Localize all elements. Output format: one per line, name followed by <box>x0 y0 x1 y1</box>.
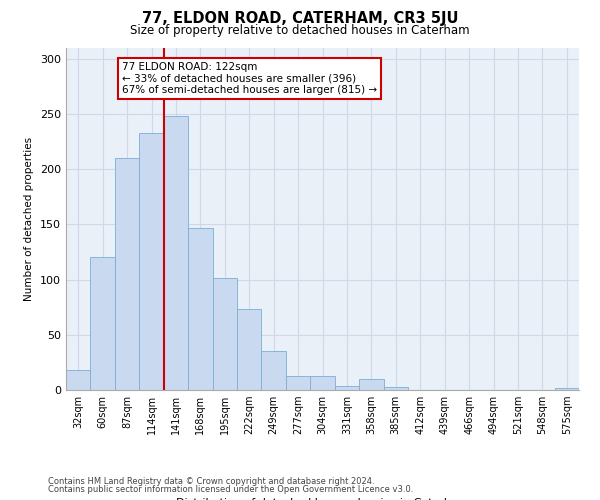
Text: 77 ELDON ROAD: 122sqm
← 33% of detached houses are smaller (396)
67% of semi-det: 77 ELDON ROAD: 122sqm ← 33% of detached … <box>122 62 377 95</box>
Text: Size of property relative to detached houses in Caterham: Size of property relative to detached ho… <box>130 24 470 37</box>
Bar <box>91 258 115 390</box>
Bar <box>335 386 359 390</box>
Bar <box>359 379 383 390</box>
Bar <box>139 132 164 390</box>
Text: Contains public sector information licensed under the Open Government Licence v3: Contains public sector information licen… <box>48 485 413 494</box>
Text: Contains HM Land Registry data © Crown copyright and database right 2024.: Contains HM Land Registry data © Crown c… <box>48 477 374 486</box>
Bar <box>66 370 91 390</box>
Bar <box>188 228 212 390</box>
Bar <box>310 376 335 390</box>
Bar <box>383 386 408 390</box>
Bar <box>164 116 188 390</box>
Bar <box>115 158 139 390</box>
Bar <box>237 310 262 390</box>
Bar <box>286 376 310 390</box>
Text: 77, ELDON ROAD, CATERHAM, CR3 5JU: 77, ELDON ROAD, CATERHAM, CR3 5JU <box>142 12 458 26</box>
Bar <box>262 352 286 390</box>
X-axis label: Distribution of detached houses by size in Caterham: Distribution of detached houses by size … <box>176 498 469 500</box>
Bar <box>554 388 579 390</box>
Y-axis label: Number of detached properties: Number of detached properties <box>25 136 34 301</box>
Bar <box>212 278 237 390</box>
